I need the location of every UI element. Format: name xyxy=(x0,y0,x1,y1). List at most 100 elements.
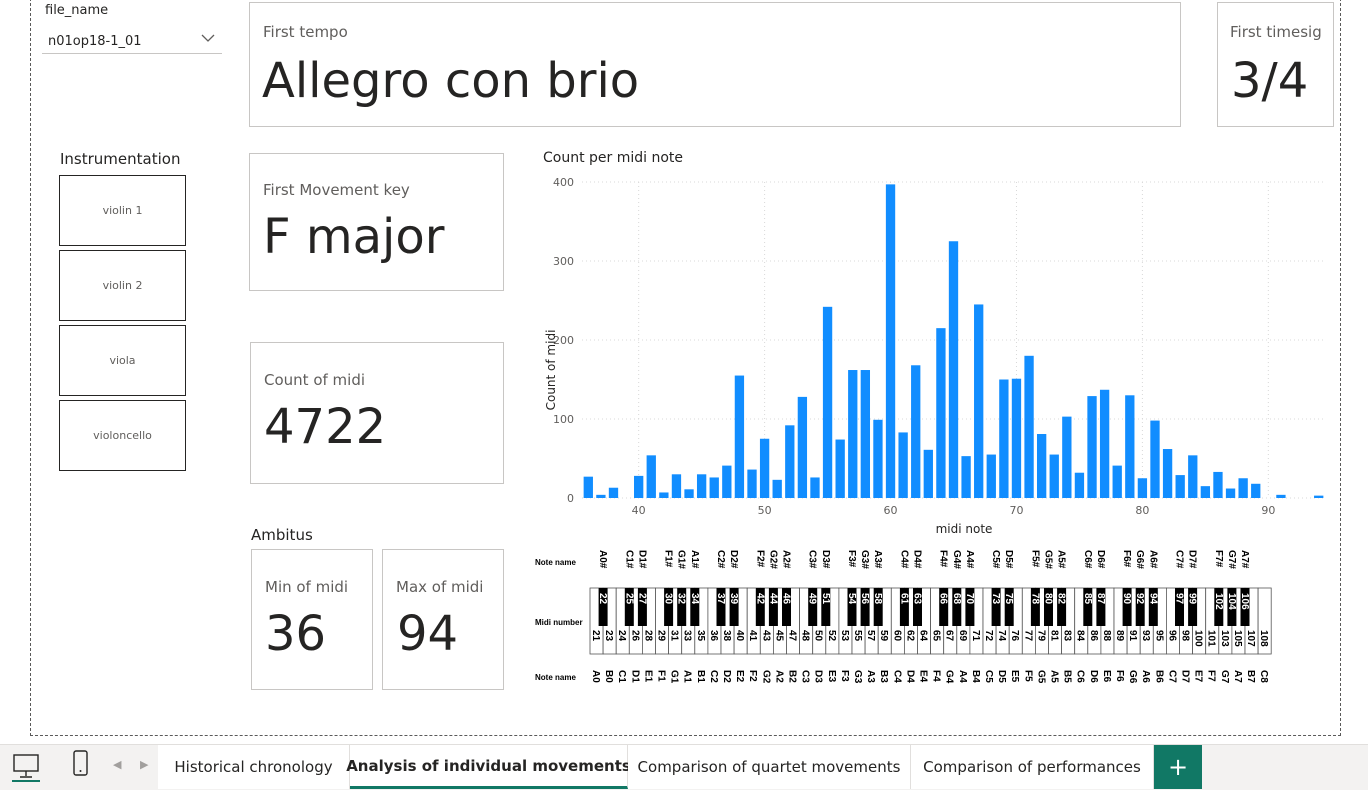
white-key-name: F7 xyxy=(1206,670,1217,682)
white-key-name: G5 xyxy=(1035,670,1046,684)
black-key-number: 90 xyxy=(1121,593,1132,605)
black-key-number: 22 xyxy=(597,593,608,605)
bar[interactable] xyxy=(835,439,845,498)
black-key xyxy=(1240,588,1250,626)
bar[interactable] xyxy=(1087,396,1097,498)
black-key-number: 94 xyxy=(1147,593,1158,605)
bar[interactable] xyxy=(1150,420,1160,498)
bar[interactable] xyxy=(1112,465,1122,498)
bar[interactable] xyxy=(747,469,757,498)
bar[interactable] xyxy=(583,476,593,498)
bar[interactable] xyxy=(873,419,883,498)
bar[interactable] xyxy=(797,396,808,498)
bar[interactable] xyxy=(999,379,1009,499)
instrument-violoncello[interactable]: violoncello xyxy=(59,400,186,471)
bar[interactable] xyxy=(1024,355,1034,498)
bar[interactable] xyxy=(772,479,782,498)
bar[interactable] xyxy=(1036,434,1047,498)
desktop-view-icon[interactable] xyxy=(12,752,40,786)
bar[interactable] xyxy=(1225,488,1236,498)
instrument-viola[interactable]: viola xyxy=(59,325,186,396)
tab-comparison-of-quartet-movements[interactable]: Comparison of quartet movements xyxy=(628,745,911,789)
bar[interactable] xyxy=(646,455,656,498)
bar[interactable] xyxy=(1011,378,1022,498)
first-timesig-card: First timesig 3/4 xyxy=(1217,2,1334,127)
bar[interactable] xyxy=(1276,494,1286,498)
tab-analysis-of-individual-movements[interactable]: Analysis of individual movements xyxy=(346,745,631,789)
white-key-number: 50 xyxy=(813,630,824,642)
bar[interactable] xyxy=(1238,478,1248,498)
black-key xyxy=(716,588,726,626)
bar[interactable] xyxy=(1188,455,1198,498)
black-key xyxy=(729,588,739,626)
report-canvas: file_name n01op18-1_01 First tempo Alleg… xyxy=(30,0,1341,736)
bar[interactable] xyxy=(709,477,719,498)
bar[interactable] xyxy=(1074,472,1085,498)
instrument-violin-1[interactable]: violin 1 xyxy=(59,175,186,246)
bar[interactable] xyxy=(974,304,984,498)
bar[interactable] xyxy=(1162,449,1173,498)
file-name-dropdown[interactable]: n01op18-1_01 xyxy=(42,27,222,54)
black-key-name: D5# xyxy=(1003,550,1014,569)
white-key-number: 89 xyxy=(1114,630,1125,642)
black-key-number: 85 xyxy=(1082,593,1093,605)
mobile-view-icon[interactable] xyxy=(72,750,90,782)
bar[interactable] xyxy=(734,375,745,498)
bar[interactable] xyxy=(1137,478,1148,498)
black-key-number: 27 xyxy=(636,593,647,605)
white-key-name: D4 xyxy=(904,670,915,683)
bar[interactable] xyxy=(810,477,820,498)
bar[interactable] xyxy=(759,438,770,498)
bar[interactable] xyxy=(659,492,669,498)
tab-historical-chronology[interactable]: Historical chronology xyxy=(158,745,350,789)
bar[interactable] xyxy=(822,306,833,498)
scroll-right-icon[interactable]: ▶ xyxy=(140,758,149,771)
bar[interactable] xyxy=(898,432,908,498)
bar[interactable] xyxy=(634,475,644,498)
bar[interactable] xyxy=(1125,395,1135,498)
bar[interactable] xyxy=(923,449,933,498)
white-key-number: 67 xyxy=(944,630,955,642)
black-key-number: 70 xyxy=(964,593,975,605)
tab-comparison-of-performances[interactable]: Comparison of performances xyxy=(911,745,1154,789)
bar[interactable] xyxy=(1200,486,1211,498)
black-key-number: 73 xyxy=(990,593,1001,605)
black-key xyxy=(1188,588,1198,626)
white-key-name: A2 xyxy=(773,670,784,683)
bar[interactable] xyxy=(1175,475,1185,498)
bar[interactable] xyxy=(785,425,795,498)
black-key-number: 37 xyxy=(715,593,726,605)
bar[interactable] xyxy=(1213,471,1223,498)
bar[interactable] xyxy=(848,370,858,498)
bar[interactable] xyxy=(860,370,871,498)
black-key xyxy=(768,588,778,626)
bar[interactable] xyxy=(1099,389,1110,498)
bar[interactable] xyxy=(986,454,996,498)
bar[interactable] xyxy=(948,241,959,498)
black-key-name: A1# xyxy=(689,550,700,569)
white-key-number: 48 xyxy=(800,630,811,642)
white-key-number: 23 xyxy=(603,630,614,642)
bar[interactable] xyxy=(936,328,946,498)
instrument-violin-2[interactable]: violin 2 xyxy=(59,250,186,321)
bar[interactable] xyxy=(1062,416,1072,498)
add-page-button[interactable]: + xyxy=(1154,745,1202,789)
bar[interactable] xyxy=(911,365,921,498)
bar[interactable] xyxy=(885,184,896,498)
scroll-left-icon[interactable]: ◀ xyxy=(113,758,122,771)
bar[interactable] xyxy=(684,489,694,498)
bar[interactable] xyxy=(722,465,732,498)
slicer-title: file_name xyxy=(45,3,109,18)
white-key-name: D3 xyxy=(813,670,824,683)
white-key-number: 101 xyxy=(1206,630,1217,647)
bar[interactable] xyxy=(596,494,606,498)
bar[interactable] xyxy=(1314,495,1324,498)
bar[interactable] xyxy=(608,487,619,498)
bar[interactable] xyxy=(696,474,707,498)
bar[interactable] xyxy=(1251,483,1261,498)
bar[interactable] xyxy=(671,474,682,498)
bar[interactable] xyxy=(961,456,971,498)
black-key-number: 51 xyxy=(820,593,831,605)
bar[interactable] xyxy=(1049,454,1059,498)
black-key xyxy=(1122,588,1132,626)
